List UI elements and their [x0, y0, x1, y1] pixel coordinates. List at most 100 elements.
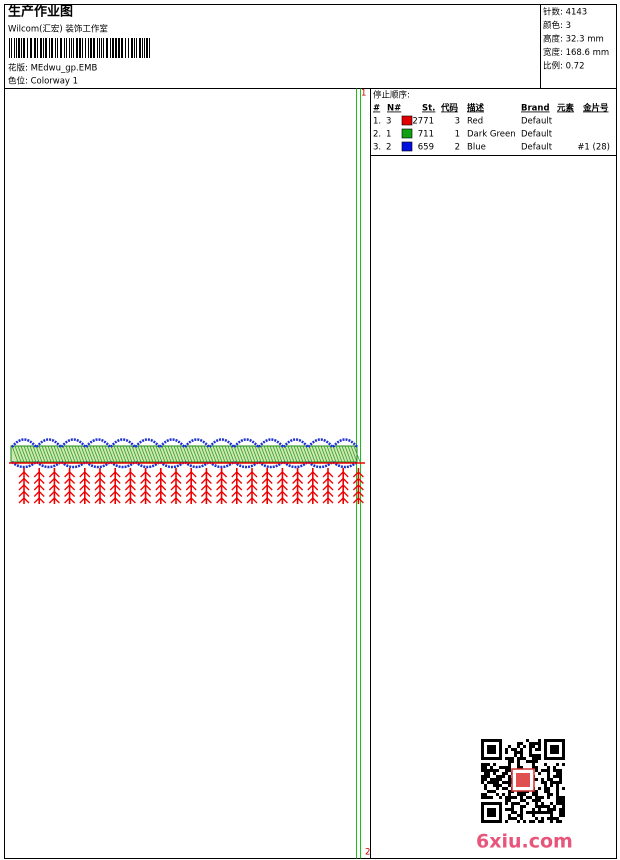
leaf: [94, 471, 101, 478]
qr-cell: [487, 769, 490, 772]
hatch: [38, 445, 46, 463]
qr-cell: [532, 745, 535, 748]
qr-cell: [493, 784, 496, 787]
leaf: [84, 497, 91, 504]
hatch: [107, 445, 115, 463]
qr-finder: [481, 802, 502, 823]
leaf: [190, 497, 197, 504]
leaf: [129, 484, 136, 491]
qr-cell: [520, 766, 523, 769]
qr-cell: [484, 769, 487, 772]
qr-cell: [532, 811, 535, 814]
qr-cell: [505, 757, 508, 760]
leaf: [246, 478, 253, 484]
leaf: [266, 484, 273, 491]
hatch: [269, 445, 277, 463]
qr-cell: [538, 757, 541, 760]
qr-cell: [538, 745, 541, 748]
marker: 1: [361, 89, 366, 99]
qr-cell: [493, 763, 496, 766]
leaf: [200, 471, 207, 478]
qr-cell: [550, 778, 553, 781]
qr-cell: [526, 796, 529, 799]
hatch: [119, 445, 127, 463]
leaf: [155, 497, 162, 504]
leaf: [145, 471, 152, 478]
leaf: [170, 497, 177, 504]
qr-cell: [541, 778, 544, 781]
row-num: 1.: [373, 117, 381, 127]
qr-cell: [484, 778, 487, 781]
qr-cell: [484, 793, 487, 796]
bar: [21, 38, 22, 58]
qr-cell: [487, 772, 490, 775]
hatch: [215, 445, 223, 463]
leaf: [38, 484, 45, 491]
bar: [43, 38, 44, 58]
leaf: [129, 478, 136, 484]
leaf: [312, 497, 319, 504]
bar: [64, 38, 65, 58]
qr-cell: [517, 745, 520, 748]
qr-cell: [535, 769, 538, 772]
leaf: [48, 491, 55, 497]
hatch: [329, 445, 337, 463]
leaf: [23, 497, 30, 504]
hatch: [305, 445, 313, 463]
bar: [27, 38, 28, 58]
marker: 2: [365, 848, 370, 858]
leaf: [327, 471, 334, 478]
hatch: [236, 445, 244, 463]
leaf: [251, 471, 258, 478]
leaf: [79, 478, 86, 484]
leaf: [292, 497, 299, 504]
brand: Default: [521, 117, 553, 127]
qr-cell: [538, 742, 541, 745]
qr-cell: [487, 790, 490, 793]
qr-cell: [505, 796, 508, 799]
hatch: [104, 445, 112, 463]
qr-cell: [538, 808, 541, 811]
leaf: [292, 491, 299, 497]
hatch: [35, 445, 43, 463]
needle: 3: [386, 117, 391, 127]
leaf: [200, 491, 207, 497]
bar: [11, 38, 12, 58]
leaf: [140, 478, 147, 484]
qr-cell: [499, 778, 502, 781]
leaf: [352, 497, 359, 504]
hatch: [167, 445, 175, 463]
leaf: [38, 491, 45, 497]
design-file: 花版: MEdwu_gp.EMB: [8, 63, 97, 74]
qr-cell: [535, 796, 538, 799]
leaf: [140, 497, 147, 504]
hatch: [131, 445, 139, 463]
leaf: [114, 471, 121, 478]
bar: [57, 38, 58, 58]
leaf: [64, 497, 71, 504]
leaf: [190, 491, 197, 497]
leaf: [261, 471, 268, 478]
qr-cell: [547, 772, 550, 775]
qr-cell: [508, 790, 511, 793]
qr-cell: [514, 802, 517, 805]
qr-cell: [559, 772, 562, 775]
leaf: [246, 471, 253, 478]
leaf: [307, 491, 314, 497]
qr-cell: [523, 805, 526, 808]
qr-cell: [526, 802, 529, 805]
leaf: [48, 478, 55, 484]
qr-finder: [544, 739, 565, 760]
qr-cell: [517, 802, 520, 805]
hatch: [209, 445, 217, 463]
hatch: [218, 445, 226, 463]
leaf: [79, 497, 86, 504]
qr-cell: [547, 787, 550, 790]
qr-cell: [550, 820, 553, 823]
bar: [112, 38, 114, 58]
hatch: [170, 445, 178, 463]
swatch: [401, 115, 413, 126]
qr-cell: [556, 802, 559, 805]
qr-cell: [508, 745, 511, 748]
